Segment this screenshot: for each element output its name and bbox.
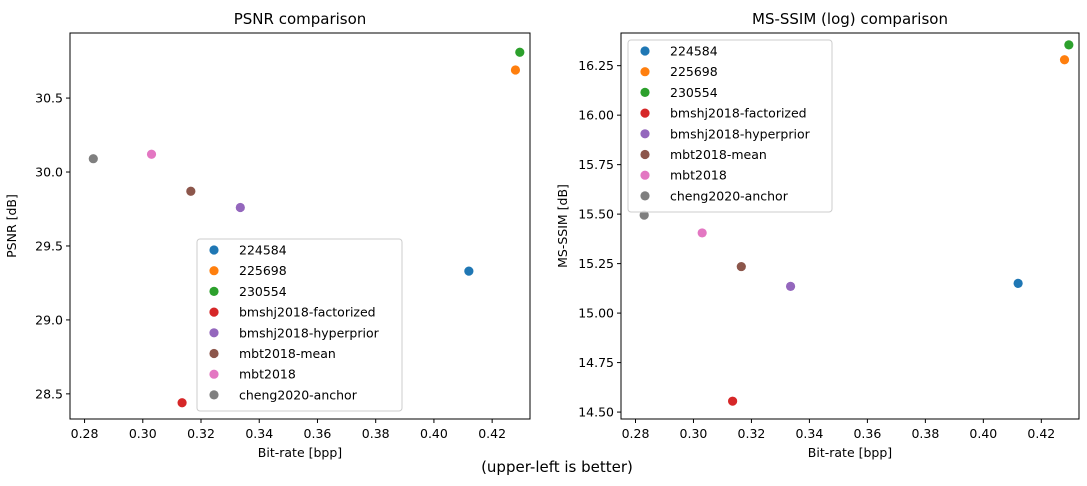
data-point-mbt2018	[697, 228, 707, 238]
legend-label: 230554	[670, 85, 718, 100]
legend-label: 224584	[239, 243, 287, 258]
legend-label: 230554	[239, 284, 287, 299]
x-tick-label: 0.30	[129, 426, 157, 441]
legend-marker	[640, 46, 650, 56]
y-tick-label: 15.50	[578, 207, 614, 222]
x-tick-label: 0.36	[853, 426, 881, 441]
legend-marker	[640, 191, 650, 201]
x-tick-label: 0.38	[362, 426, 390, 441]
y-tick-label: 15.25	[578, 256, 614, 271]
legend-label: mbt2018-mean	[670, 147, 767, 162]
legend-marker	[209, 348, 219, 359]
chart-title: MS-SSIM (log) comparison	[752, 10, 948, 28]
legend-marker	[640, 67, 650, 77]
legend-marker	[209, 328, 219, 338]
x-tick-label: 0.30	[680, 426, 708, 441]
data-point-224584	[1013, 278, 1023, 289]
plot-area-frame	[69, 32, 531, 420]
y-tick-label: 16.00	[578, 108, 614, 123]
data-point-cheng2020-anchor	[88, 154, 98, 164]
x-axis-label: Bit-rate [bpp]	[808, 445, 892, 460]
legend-label: mbt2018-mean	[239, 346, 336, 361]
y-tick-label: 14.75	[578, 355, 614, 370]
data-point-bmshj2018-factorized	[728, 396, 738, 406]
legend-marker	[640, 108, 650, 118]
legend-label: bmshj2018-factorized	[239, 305, 376, 320]
legend-marker	[640, 149, 650, 160]
legend-label: bmshj2018-hyperprior	[239, 325, 380, 340]
y-axis-label: MS-SSIM [dB]	[555, 184, 570, 268]
legend-marker	[209, 307, 219, 317]
x-tick-label: 0.32	[187, 426, 215, 441]
x-tick-label: 0.42	[478, 426, 506, 441]
x-tick-label: 0.34	[245, 426, 273, 441]
legend-box	[196, 238, 403, 412]
y-tick-label: 30.5	[35, 91, 63, 106]
chart-title: PSNR comparison	[234, 10, 367, 28]
y-tick-label: 15.00	[578, 306, 614, 321]
figure-caption: (upper-left is better)	[481, 458, 633, 476]
y-tick-label: 29.0	[35, 312, 63, 327]
y-tick-label: 28.5	[35, 386, 63, 401]
chart-panel-1: PSNR comparison 0.28 0.30 0.32 0.34 0.36 0.38 0…	[4, 10, 531, 460]
legend-label: 225698	[239, 263, 287, 278]
legend-label: mbt2018	[670, 168, 727, 183]
legend-label: bmshj2018-hyperprior	[670, 126, 811, 141]
legend-label: bmshj2018-factorized	[670, 106, 807, 121]
legend-label: cheng2020-anchor	[239, 387, 358, 402]
plot-area-frame	[620, 32, 1080, 420]
data-point-mbt2018	[146, 149, 157, 159]
legend-marker	[640, 170, 650, 180]
data-point-225698	[510, 65, 521, 75]
data-point-bmshj2018-factorized	[177, 398, 187, 408]
y-tick-label: 30.0	[35, 165, 63, 180]
data-point-bmshj2018-hyperprior	[785, 281, 796, 291]
data-point-230554	[1064, 40, 1074, 50]
legend-label: 225698	[670, 64, 718, 79]
x-tick-label: 0.38	[911, 426, 939, 441]
legend-marker	[640, 129, 650, 139]
legend-label: cheng2020-anchor	[670, 188, 789, 203]
x-axis-label: Bit-rate [bpp]	[258, 445, 342, 460]
legend-marker	[209, 286, 219, 296]
legend: 224584 225698 230554 bmshj2018-factorized bm…	[196, 238, 403, 412]
legend-marker	[209, 245, 219, 255]
legend-label: 224584	[670, 44, 718, 59]
x-tick-label: 0.40	[420, 426, 448, 441]
legend-marker	[640, 87, 650, 97]
legend-label: mbt2018	[239, 367, 296, 382]
y-tick-label: 29.5	[35, 238, 63, 253]
x-tick-label: 0.32	[738, 426, 766, 441]
legend: 224584 225698 230554 bmshj2018-factorized bm…	[627, 39, 833, 213]
data-point-225698	[1059, 55, 1070, 65]
chart-panel-2: MS-SSIM (log) comparison 0.28 0.30 0.32 0.34…	[555, 10, 1080, 460]
data-point-230554	[515, 47, 525, 57]
x-tick-label: 0.40	[969, 426, 997, 441]
data-point-mbt2018-mean	[186, 186, 196, 196]
x-tick-label: 0.28	[71, 426, 99, 441]
data-point-cheng2020-anchor	[639, 210, 649, 220]
x-tick-label: 0.36	[304, 426, 332, 441]
y-axis-label: PSNR [dB]	[4, 194, 19, 258]
y-tick-label: 15.75	[578, 157, 614, 172]
data-point-mbt2018-mean	[736, 261, 746, 272]
legend-marker	[209, 369, 219, 379]
x-tick-label: 0.42	[1027, 426, 1055, 441]
data-point-224584	[464, 266, 474, 276]
x-tick-label: 0.34	[795, 426, 823, 441]
y-tick-label: 14.50	[578, 405, 614, 420]
legend-marker	[209, 390, 219, 400]
legend-marker	[209, 266, 219, 276]
data-point-bmshj2018-hyperprior	[235, 202, 245, 213]
x-tick-label: 0.28	[622, 426, 650, 441]
legend-box	[627, 39, 833, 213]
y-tick-label: 16.25	[578, 58, 614, 73]
